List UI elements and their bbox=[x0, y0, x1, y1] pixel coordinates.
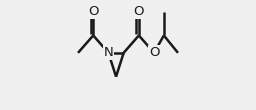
Text: O: O bbox=[134, 5, 144, 18]
Text: O: O bbox=[88, 5, 99, 18]
Text: O: O bbox=[149, 46, 159, 59]
Text: N: N bbox=[104, 46, 113, 59]
